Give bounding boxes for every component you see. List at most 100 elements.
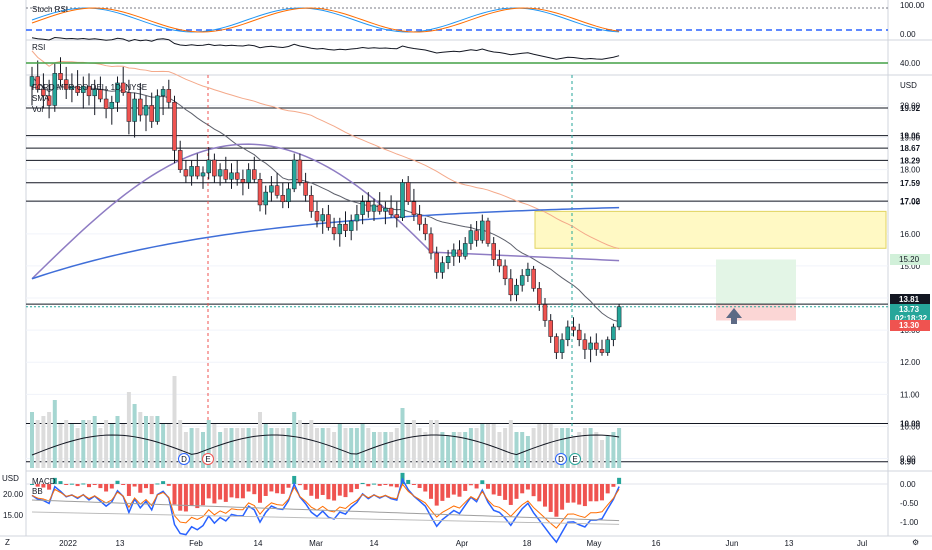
candle-body (149, 105, 154, 122)
candle-body (348, 220, 354, 231)
volume-bar (315, 428, 319, 468)
event-marker-letter[interactable]: D (181, 455, 187, 464)
candle-body (354, 214, 360, 222)
macd-line (31, 477, 620, 544)
event-marker-letter[interactable]: E (572, 455, 577, 464)
macd-histogram-bar (440, 484, 445, 501)
buy-arrow-icon[interactable] (726, 308, 742, 324)
macd-histogram-bar (297, 484, 302, 486)
candle-body (46, 95, 52, 106)
price-tick-label: 11.00 (900, 390, 920, 399)
macd-histogram-bar (315, 484, 319, 499)
volume-bar (252, 428, 257, 468)
event-marker-letter[interactable]: E (205, 455, 210, 464)
candle-body (599, 349, 605, 353)
macd-histogram-bar (138, 484, 143, 493)
macd-histogram-bar (75, 484, 80, 487)
candle-body (434, 252, 439, 273)
volume-bar (161, 424, 166, 468)
candle-body (240, 179, 246, 183)
volume-bar (326, 428, 331, 468)
volume-bar (377, 432, 382, 468)
macd-histogram-bar (64, 484, 69, 485)
macd-histogram-bar (594, 484, 599, 502)
candle-body (206, 159, 211, 174)
event-marker-circle[interactable] (178, 453, 190, 465)
vol-label[interactable]: Vol (32, 105, 43, 114)
price-tick-label: 10.00 (900, 422, 921, 431)
rsi-label[interactable]: RSI (32, 43, 45, 52)
symbol-search-icon[interactable]: Z (5, 538, 10, 547)
macd-tick-label: -0.50 (900, 499, 919, 508)
sma-200-line (31, 206, 620, 280)
volume-bar (183, 432, 188, 468)
volume-bar (543, 424, 547, 468)
candle-body (98, 89, 103, 100)
volume-bar (594, 432, 599, 468)
volume-bar (64, 420, 69, 468)
macd-histogram-bar (309, 484, 314, 496)
candle-body (411, 201, 417, 215)
macd-histogram-bar (537, 484, 542, 502)
macd-histogram-bar (280, 484, 285, 494)
candle-body (92, 89, 97, 97)
macd-histogram-bar (115, 480, 120, 484)
event-marker-circle[interactable] (555, 453, 567, 465)
stoch-rsi-label[interactable]: Stoch RSI (32, 5, 68, 14)
volume-bar (269, 428, 274, 468)
sma-50-line (31, 50, 620, 250)
horizontal-levels (26, 75, 888, 471)
macd-histogram-bar (326, 484, 331, 500)
volume-bar (548, 424, 553, 468)
time-tick-label: 16 (652, 539, 661, 548)
candle-body (86, 85, 92, 97)
macd-histogram-bar (81, 483, 86, 485)
macd-histogram-bar (571, 484, 576, 503)
target-tag-bg (890, 254, 930, 265)
macd-histogram-bar (332, 484, 337, 501)
volume-bar (611, 432, 616, 468)
macd-label[interactable]: MACD (32, 477, 56, 486)
target-tag: 15.20 (899, 255, 920, 264)
macd-histogram-bar (235, 484, 240, 499)
volume-bar (554, 428, 559, 468)
volume-bar (92, 416, 97, 468)
macd-histogram-bar (183, 484, 188, 512)
volume-bar (138, 412, 143, 468)
macd-histogram-bar (406, 479, 411, 484)
candle-body (576, 329, 582, 341)
volume-bar (286, 428, 291, 468)
event-marker-circle[interactable] (202, 453, 214, 465)
bb-lower-line (31, 511, 620, 525)
macd-histogram-bar (486, 484, 490, 489)
volume-bar (303, 424, 308, 468)
settings-gear-icon[interactable]: ⚙ (912, 538, 919, 547)
macd-histogram-bar (366, 484, 371, 487)
candle-body (440, 262, 445, 273)
candle-body (491, 243, 496, 260)
macd-histogram-bar (360, 482, 365, 484)
level-tag: 18.29 (900, 156, 921, 165)
volume-bar (104, 420, 109, 468)
chart-title: FORD MTR CO DEL, 1D, NYSE (32, 83, 147, 92)
candle-body (542, 304, 548, 321)
candle-body (314, 211, 320, 222)
macd-histogram-bar (474, 484, 479, 489)
macd-tick-label: 0.00 (900, 480, 916, 489)
event-marker-circle[interactable] (569, 453, 581, 465)
volume-bar (280, 428, 285, 468)
currency-label: USD (900, 81, 917, 90)
candle-body (297, 159, 303, 183)
bb-label[interactable]: BB (32, 487, 43, 496)
candle-body (115, 82, 120, 103)
volume-bar (411, 420, 416, 468)
volume-bar (582, 428, 587, 468)
countdown-tag: 02:18:32 (895, 314, 928, 323)
event-marker-letter[interactable]: D (558, 455, 564, 464)
macd-histogram-bar (104, 484, 109, 492)
profit-zone (716, 259, 796, 305)
sma-label[interactable]: SMA (32, 94, 50, 103)
volume-bar (451, 432, 456, 468)
macd-histogram-bar (30, 484, 34, 485)
